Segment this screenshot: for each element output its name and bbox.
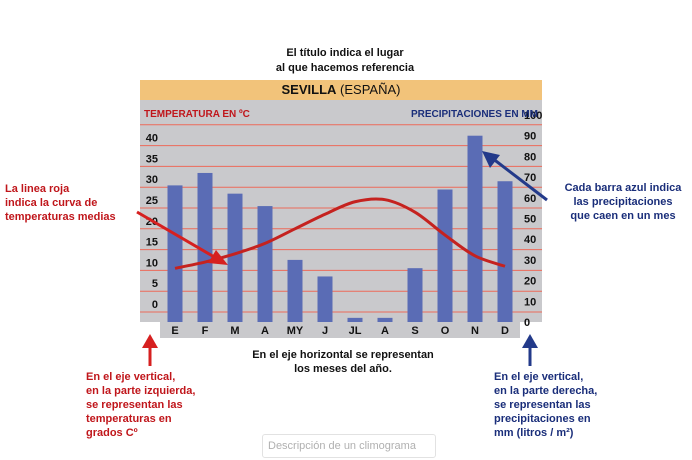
x-tick-label: O	[441, 325, 450, 337]
left-tick-label: 25	[146, 195, 158, 207]
precipitation-bar-annotation: Cada barra azul indica las precipitacion…	[556, 181, 690, 223]
precipitation-bar	[257, 206, 273, 322]
x-tick-label: J	[322, 325, 328, 337]
title-annotation-line: El título indica el lugar	[286, 47, 404, 59]
x-axis-annotation: En el eje horizontal se representan los …	[208, 348, 478, 376]
right-tick-label: 90	[524, 131, 536, 143]
x-tick-label: A	[381, 325, 389, 337]
left-tick-label: 35	[146, 153, 158, 165]
precipitation-bar	[497, 181, 513, 322]
right-tick-label: 40	[524, 234, 536, 246]
temperature-line-annotation: La linea roja indica la curva de tempera…	[5, 182, 145, 224]
right-axis-annotation: En el eje vertical, en la parte derecha,…	[494, 370, 644, 440]
red-curve-arrow	[136, 210, 228, 265]
left-tick-label: 40	[146, 133, 158, 145]
right-axis-arrow	[522, 334, 538, 366]
precipitation-bar	[317, 276, 333, 322]
right-axis-ticks: 0 10 20 30 40 50 60 70 80 90 100	[524, 110, 542, 329]
x-axis-ticks: E F M A MY J JL A S O N D	[171, 325, 509, 337]
x-tick-label: JL	[349, 325, 362, 337]
annotation-line: En el eje vertical,	[86, 371, 176, 383]
caption-field[interactable]: Descripción de un climograma	[262, 434, 436, 458]
left-tick-label: 15	[146, 237, 158, 249]
precipitation-bar	[437, 189, 453, 322]
right-tick-label: 10	[524, 296, 536, 308]
x-tick-label: D	[501, 325, 509, 337]
chart-title-band: SEVILLA (ESPAÑA)	[140, 80, 542, 100]
annotation-line: que caen en un mes	[570, 210, 676, 222]
annotation-line: mm (litros / m²)	[494, 427, 574, 439]
precipitation-bars	[167, 135, 513, 322]
annotation-line: En el eje horizontal se representan	[252, 349, 434, 361]
x-tick-label: A	[261, 325, 269, 337]
precipitation-bar	[167, 185, 183, 322]
right-tick-label: 60	[524, 193, 536, 205]
left-tick-label: 5	[152, 278, 158, 290]
precipitation-bar	[407, 268, 423, 322]
annotation-line: las precipitaciones	[573, 196, 673, 208]
precipitation-bar	[197, 172, 213, 322]
x-tick-label: MY	[287, 325, 304, 337]
right-tick-label: 20	[524, 276, 536, 288]
precipitation-bar	[347, 317, 363, 322]
annotation-line: grados Cº	[86, 427, 138, 439]
right-tick-label: 70	[524, 172, 536, 184]
left-tick-label: 10	[146, 257, 158, 269]
left-tick-label: 30	[146, 174, 158, 186]
precipitation-bar	[377, 317, 393, 322]
right-axis-label: PRECIPITACIONES EN MM	[411, 109, 538, 120]
annotation-line: precipitaciones en	[494, 413, 591, 425]
x-tick-label: N	[471, 325, 479, 337]
temperature-line	[174, 197, 506, 270]
x-tick-label: M	[230, 325, 239, 337]
annotation-line: en la parte izquierda,	[86, 385, 196, 397]
precipitation-bar	[467, 135, 483, 322]
annotation-line: La linea roja	[5, 183, 70, 195]
left-axis-arrow	[142, 334, 158, 366]
annotation-line: se representan las	[494, 399, 591, 411]
left-axis-annotation: En el eje vertical, en la parte izquierd…	[86, 370, 236, 440]
chart-title: SEVILLA	[281, 82, 337, 97]
chart-subtitle: (ESPAÑA)	[340, 82, 401, 97]
x-tick-label: S	[411, 325, 418, 337]
right-tick-label: 80	[524, 151, 536, 163]
right-tick-label: 50	[524, 214, 536, 226]
annotation-line: en la parte derecha,	[494, 385, 598, 397]
precipitation-bar	[287, 259, 303, 322]
right-tick-label: 100	[524, 110, 542, 122]
annotation-line: Cada barra azul indica	[564, 182, 682, 194]
annotation-line: los meses del año.	[294, 363, 392, 375]
annotation-line: temperaturas en	[86, 413, 172, 425]
x-tick-label: E	[171, 325, 178, 337]
blue-bar-arrow	[482, 151, 548, 202]
annotation-line: En el eje vertical,	[494, 371, 584, 383]
annotation-line: indica la curva de	[5, 197, 98, 209]
precipitation-bar	[227, 193, 243, 322]
right-tick-label: 30	[524, 255, 536, 267]
left-axis-label: TEMPERATURA EN ºC	[144, 109, 250, 120]
title-annotation-line: al que hacemos referencia	[275, 62, 415, 74]
left-tick-label: 0	[152, 299, 158, 311]
annotation-line: se representan las	[86, 399, 183, 411]
title-annotation: El título indica el lugar al que hacemos…	[200, 46, 490, 76]
annotation-line: temperaturas medias	[5, 211, 116, 223]
right-tick-label: 0	[524, 317, 530, 329]
x-tick-label: F	[202, 325, 209, 337]
x-axis-band	[160, 322, 520, 338]
